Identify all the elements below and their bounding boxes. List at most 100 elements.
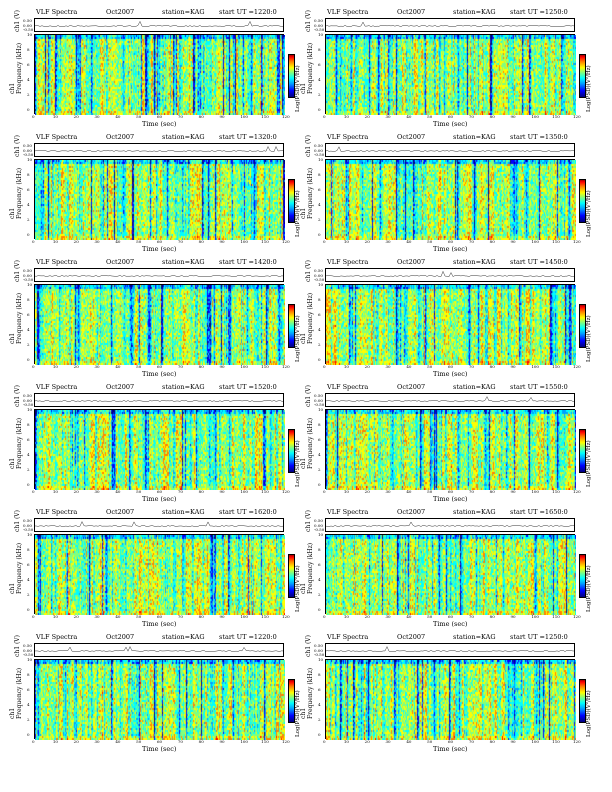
time-tick-label: 90 — [510, 614, 516, 619]
waveform-trace — [325, 18, 576, 32]
frequency-tick-label: 4 — [27, 577, 30, 583]
frequency-tick-label: 8 — [27, 422, 30, 428]
time-tick-label: 60 — [448, 739, 454, 744]
time-tick-label: 80 — [198, 114, 204, 119]
frequency-tick-label: 6 — [27, 62, 30, 68]
time-tick-label: 50 — [136, 239, 142, 244]
colorbar — [288, 679, 295, 723]
time-tick-label: 100 — [531, 614, 539, 619]
frequency-tick-label: 10 — [318, 657, 324, 662]
spectrogram-canvas — [326, 660, 576, 740]
time-tick-label: 60 — [157, 614, 163, 619]
colorbar — [579, 304, 586, 348]
time-tick-label: 120 — [282, 114, 290, 119]
time-axis-label: Time (sec) — [433, 245, 468, 253]
time-tick-label: 70 — [468, 739, 474, 744]
time-tick-label: 40 — [115, 114, 121, 119]
time-tick-label: 40 — [406, 239, 412, 244]
time-tick-label: 20 — [364, 739, 370, 744]
ch-tick-label: 0.50 — [23, 643, 32, 648]
frequency-tick-label: 6 — [318, 687, 321, 693]
time-axis-label: Time (sec) — [433, 745, 468, 753]
ch-axis-label: ch1 (V) — [14, 635, 21, 657]
frequency-tick-label: 4 — [27, 327, 30, 333]
time-tick-label: 0 — [32, 114, 35, 119]
time-axis-label: Time (sec) — [142, 745, 177, 753]
time-axis-label: Time (sec) — [142, 245, 177, 253]
frequency-tick-label: 6 — [318, 562, 321, 568]
time-tick-label: 120 — [282, 239, 290, 244]
ch-tick-label: 0.00 — [23, 272, 32, 278]
time-tick-label: 30 — [94, 614, 100, 619]
frequency-axis-label: ch1 Frequency (kHz) — [300, 42, 314, 94]
time-tick-label: 120 — [573, 614, 581, 619]
panel-date: Oct2007 — [397, 133, 426, 141]
spectrogram-canvas — [35, 160, 285, 240]
frequency-tick-label: 10 — [27, 157, 33, 162]
panel-title: VLF Spectra — [36, 133, 78, 141]
spectrogram-canvas — [35, 410, 285, 490]
time-tick-label: 110 — [261, 489, 269, 494]
frequency-tick-label: 2 — [27, 467, 30, 473]
time-tick-label: 20 — [73, 114, 79, 119]
ch-tick-label: 0.00 — [314, 272, 323, 278]
time-tick-label: 50 — [427, 114, 433, 119]
time-tick-label: 20 — [73, 364, 79, 369]
ch-axis-label: ch1 (V) — [305, 10, 312, 32]
time-tick-label: 70 — [177, 239, 183, 244]
frequency-tick-label: 6 — [27, 312, 30, 318]
frequency-tick-label: 4 — [318, 327, 321, 333]
frequency-tick-label: 8 — [27, 672, 30, 678]
frequency-axis-label: ch1 Frequency (kHz) — [300, 667, 314, 719]
time-tick-label: 70 — [177, 114, 183, 119]
time-tick-label: 70 — [177, 489, 183, 494]
time-tick-label: 60 — [157, 364, 163, 369]
frequency-tick-label: 4 — [318, 577, 321, 583]
frequency-tick-label: 2 — [318, 217, 321, 223]
spectrogram — [34, 409, 285, 490]
panel-date: Oct2007 — [106, 133, 135, 141]
spectrogram — [325, 284, 576, 365]
time-tick-label: 30 — [385, 739, 391, 744]
time-tick-label: 80 — [489, 114, 495, 119]
panel-title: VLF Spectra — [327, 383, 369, 391]
time-tick-label: 0 — [323, 489, 326, 494]
spectrogram-canvas — [35, 535, 285, 615]
time-tick-label: 80 — [198, 489, 204, 494]
ch-tick-label: -0.50 — [314, 277, 325, 282]
waveform-line — [326, 521, 576, 527]
spectrogram — [325, 159, 576, 240]
time-tick-label: 30 — [94, 114, 100, 119]
time-axis-label: Time (sec) — [142, 620, 177, 628]
colorbar — [288, 304, 295, 348]
frequency-tick-label: 10 — [318, 407, 324, 412]
waveform-line — [35, 400, 285, 402]
time-tick-label: 60 — [448, 489, 454, 494]
panel-title: VLF Spectra — [36, 8, 78, 16]
time-tick-label: 10 — [52, 489, 58, 494]
panel-start-time: start UT =1420:0 — [219, 258, 277, 266]
panel-station: station=KAG — [453, 383, 496, 391]
panel-date: Oct2007 — [397, 8, 426, 16]
time-tick-label: 100 — [240, 364, 248, 369]
time-tick-label: 60 — [448, 614, 454, 619]
frequency-tick-label: 0 — [318, 232, 321, 238]
time-tick-label: 20 — [73, 239, 79, 244]
panel-title: VLF Spectra — [36, 508, 78, 516]
colorbar — [579, 54, 586, 98]
frequency-tick-label: 4 — [27, 202, 30, 208]
time-tick-label: 120 — [282, 739, 290, 744]
ch-tick-label: -0.50 — [23, 152, 34, 157]
time-tick-label: 10 — [343, 364, 349, 369]
waveform-line — [35, 521, 285, 527]
waveform-line — [35, 20, 285, 27]
time-tick-label: 0 — [323, 364, 326, 369]
time-tick-label: 110 — [552, 489, 560, 494]
frequency-tick-label: 0 — [318, 357, 321, 363]
frequency-tick-label: 8 — [318, 297, 321, 303]
time-tick-label: 110 — [552, 239, 560, 244]
frequency-tick-label: 6 — [318, 312, 321, 318]
time-axis-label: Time (sec) — [433, 620, 468, 628]
colorbar-label: Log(PSD)(V²/Hz) — [586, 690, 592, 737]
frequency-tick-label: 8 — [27, 547, 30, 553]
